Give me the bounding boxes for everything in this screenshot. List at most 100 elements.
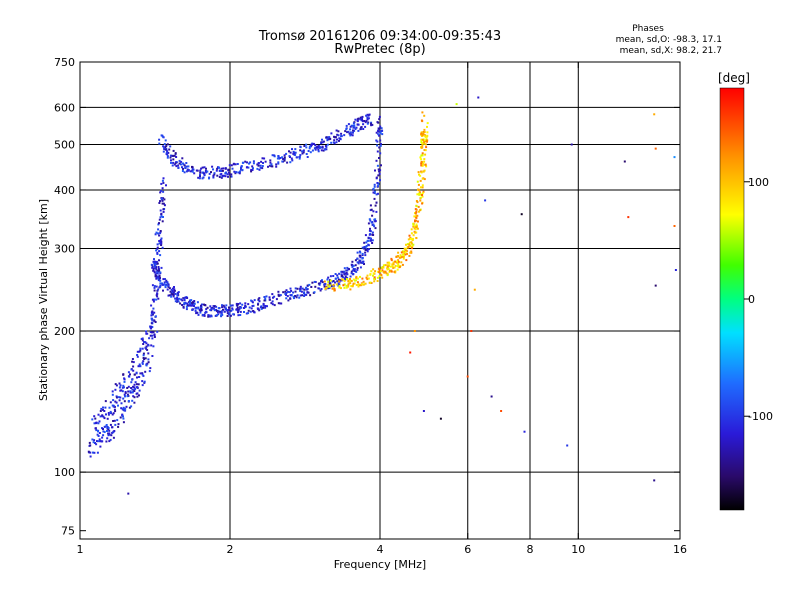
data-point	[212, 307, 215, 310]
data-point	[256, 163, 259, 166]
x-tick-label: 4	[377, 543, 384, 556]
data-point	[305, 287, 308, 290]
data-point	[174, 162, 177, 165]
x-tick-label: 16	[673, 543, 687, 556]
data-point	[169, 290, 172, 293]
data-point	[392, 261, 395, 264]
data-point	[340, 287, 342, 290]
data-point	[335, 129, 338, 132]
data-point	[109, 401, 112, 404]
data-point	[110, 412, 112, 415]
data-point	[121, 414, 124, 417]
data-point	[338, 139, 340, 142]
data-point	[165, 152, 168, 154]
data-point	[113, 408, 116, 411]
data-point	[326, 136, 329, 139]
data-point	[172, 291, 175, 294]
data-point	[370, 239, 372, 242]
data-point	[203, 166, 206, 169]
data-point	[418, 188, 421, 191]
data-point	[251, 165, 254, 168]
data-point	[191, 309, 194, 311]
data-point	[402, 256, 405, 258]
data-point	[426, 131, 429, 134]
data-point	[415, 211, 418, 213]
data-point	[339, 279, 342, 281]
data-point	[159, 271, 162, 274]
data-point	[120, 402, 123, 405]
data-point	[373, 192, 376, 195]
data-point	[402, 253, 405, 256]
data-point	[92, 441, 95, 444]
data-point	[171, 287, 174, 290]
data-point	[371, 239, 374, 242]
y-tick-label: 300	[54, 243, 75, 256]
data-point	[136, 355, 139, 358]
data-point	[122, 373, 125, 376]
data-point	[118, 382, 121, 385]
data-point	[187, 169, 190, 171]
data-point	[220, 311, 223, 314]
data-point	[160, 182, 163, 185]
data-point	[368, 218, 371, 221]
data-point	[352, 126, 355, 129]
data-point	[138, 376, 141, 378]
data-point	[294, 287, 297, 290]
data-point	[99, 410, 102, 412]
data-point	[200, 167, 203, 170]
data-point	[197, 306, 200, 309]
data-point	[181, 304, 184, 306]
data-point	[369, 204, 372, 207]
data-point	[107, 413, 110, 416]
data-point	[166, 155, 169, 158]
data-point	[386, 267, 389, 270]
data-point	[199, 171, 202, 174]
data-point	[151, 326, 154, 328]
data-point	[152, 300, 155, 303]
data-point	[340, 270, 343, 273]
data-point	[216, 167, 219, 170]
data-point	[329, 275, 332, 278]
data-point	[349, 275, 352, 278]
data-point	[162, 202, 165, 205]
data-point	[406, 243, 409, 246]
data-point	[421, 177, 424, 180]
data-point	[420, 133, 422, 136]
data-point	[142, 374, 145, 377]
data-point	[201, 313, 204, 316]
data-point	[252, 162, 255, 165]
data-point	[384, 264, 387, 267]
data-point	[332, 286, 335, 289]
data-point	[158, 240, 161, 242]
data-point	[397, 262, 400, 265]
data-point	[407, 245, 410, 248]
data-point	[241, 161, 244, 164]
data-point	[372, 210, 375, 213]
data-point	[523, 430, 526, 433]
data-point	[412, 234, 415, 237]
data-point	[391, 265, 394, 268]
data-point	[356, 257, 359, 260]
data-point	[220, 170, 222, 172]
data-point	[167, 151, 170, 154]
data-point	[151, 321, 154, 324]
data-point	[204, 304, 207, 307]
data-point	[103, 410, 106, 412]
data-point	[354, 128, 357, 130]
data-point	[172, 158, 175, 161]
data-point	[106, 430, 108, 432]
y-tick-label: 500	[54, 139, 75, 152]
data-point	[150, 263, 153, 266]
data-point	[138, 389, 141, 392]
data-point	[336, 133, 339, 136]
data-point	[415, 208, 418, 211]
data-point	[99, 445, 102, 448]
data-point	[166, 288, 169, 291]
data-point	[281, 156, 284, 159]
stats-line-x: mean, sd,X: 98.2, 21.7	[620, 46, 722, 56]
data-point	[224, 167, 227, 170]
data-point	[119, 384, 122, 387]
data-point	[344, 275, 347, 278]
data-point	[147, 352, 150, 355]
data-point	[276, 157, 279, 160]
